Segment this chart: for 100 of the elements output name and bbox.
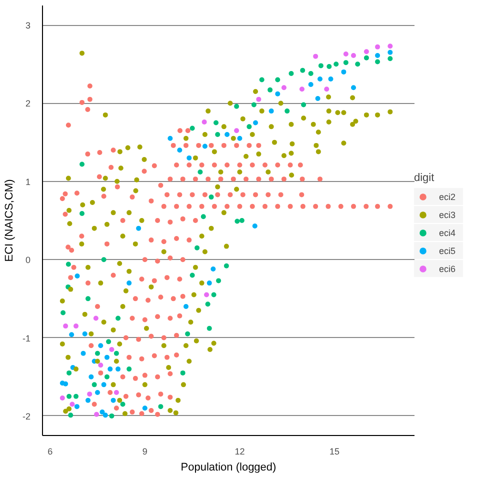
point xyxy=(126,280,132,286)
point xyxy=(313,54,318,59)
point xyxy=(202,119,207,124)
x-axis-title: Population (logged) xyxy=(180,462,276,474)
point xyxy=(60,310,66,316)
point xyxy=(234,128,240,134)
legend-title: digit xyxy=(414,172,436,184)
point xyxy=(200,214,206,220)
point xyxy=(92,382,97,388)
point xyxy=(224,132,230,137)
y-tick-label: -2 xyxy=(22,411,31,422)
point xyxy=(110,398,116,403)
point xyxy=(375,53,380,58)
x-tick-label: 9 xyxy=(142,446,148,456)
point xyxy=(256,96,262,102)
point xyxy=(253,120,258,126)
point xyxy=(74,394,78,399)
point xyxy=(205,302,210,307)
point xyxy=(116,366,121,372)
point xyxy=(300,68,306,73)
point xyxy=(301,102,306,108)
point xyxy=(82,331,88,336)
legend-label: eci6 xyxy=(439,264,457,274)
point xyxy=(206,326,212,331)
point xyxy=(275,91,280,96)
point xyxy=(101,257,106,262)
point xyxy=(211,292,216,298)
y-tick-label: 2 xyxy=(25,98,31,109)
point xyxy=(208,194,214,200)
point xyxy=(326,64,332,69)
point xyxy=(74,404,80,410)
point xyxy=(66,394,72,399)
point xyxy=(74,324,78,329)
y-tick-label: 3 xyxy=(25,20,31,31)
point xyxy=(237,136,242,141)
point xyxy=(86,398,91,403)
y-tick-label: -1 xyxy=(22,333,31,344)
point xyxy=(80,210,85,216)
point xyxy=(355,62,360,67)
legend-label: eci5 xyxy=(439,246,457,256)
point xyxy=(100,410,105,415)
y-tick-label: 1 xyxy=(25,176,31,187)
point xyxy=(375,59,380,64)
point xyxy=(288,71,294,76)
point xyxy=(388,44,393,49)
point xyxy=(66,262,71,267)
point xyxy=(246,124,252,130)
point xyxy=(318,76,322,82)
point xyxy=(185,331,190,336)
point xyxy=(375,44,380,50)
point xyxy=(69,332,74,338)
point xyxy=(120,402,126,407)
point xyxy=(136,226,142,231)
point xyxy=(281,85,286,90)
point xyxy=(315,96,320,102)
point xyxy=(63,324,68,329)
point xyxy=(275,77,280,82)
point xyxy=(70,402,75,407)
point xyxy=(183,304,188,309)
point xyxy=(158,404,164,410)
point xyxy=(126,366,132,372)
point xyxy=(142,406,148,411)
point xyxy=(114,390,119,395)
point xyxy=(106,339,112,344)
point xyxy=(351,85,356,90)
point xyxy=(60,395,65,400)
point xyxy=(234,104,240,109)
legend-label: eci3 xyxy=(439,210,457,220)
point xyxy=(299,86,304,92)
point xyxy=(206,280,212,286)
point xyxy=(388,50,393,55)
point xyxy=(251,102,256,108)
point xyxy=(215,132,220,137)
point xyxy=(364,55,369,60)
point xyxy=(334,62,339,67)
point xyxy=(239,218,244,223)
point xyxy=(341,69,346,74)
point xyxy=(102,412,108,418)
legend-label: eci4 xyxy=(439,228,457,238)
point xyxy=(204,292,210,298)
point xyxy=(66,370,72,376)
point xyxy=(284,108,290,114)
point xyxy=(268,108,274,114)
point xyxy=(94,412,100,417)
point xyxy=(168,136,173,141)
point xyxy=(177,148,182,153)
point xyxy=(318,63,324,68)
point xyxy=(202,144,208,149)
point xyxy=(308,82,314,87)
point xyxy=(109,347,114,352)
point xyxy=(252,223,258,228)
point xyxy=(364,49,369,54)
point xyxy=(94,350,100,356)
point xyxy=(198,170,203,175)
point xyxy=(104,374,110,380)
point xyxy=(114,350,119,356)
y-axis-title: ECI (NAICS,CM) xyxy=(4,179,16,262)
point xyxy=(351,53,356,58)
point xyxy=(98,362,104,368)
point xyxy=(93,316,98,321)
